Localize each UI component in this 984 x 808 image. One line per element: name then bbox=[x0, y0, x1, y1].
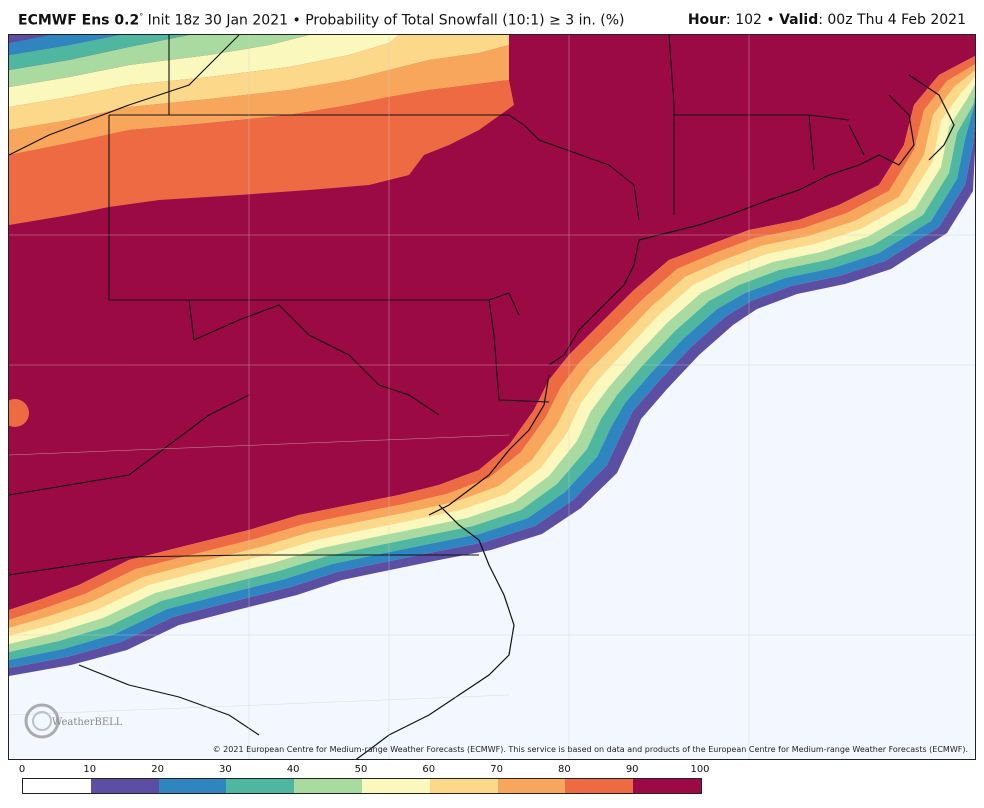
threshold: ≥ 3 in. (%) bbox=[549, 12, 625, 29]
nw-band-50-60 bbox=[9, 35, 399, 107]
snowfall-probability-map bbox=[9, 35, 975, 759]
legend-tick: 80 bbox=[558, 764, 571, 775]
legend-swatch bbox=[633, 779, 701, 793]
legend-tick: 50 bbox=[354, 764, 368, 775]
init-time: Init 18z 30 Jan 2021 bbox=[147, 12, 289, 29]
map-header: ECMWF Ens 0.2° Init 18z 30 Jan 2021 • Pr… bbox=[0, 0, 984, 34]
legend-tick: 10 bbox=[83, 764, 97, 775]
map-canvas bbox=[8, 34, 976, 760]
legend-swatch bbox=[565, 779, 634, 793]
valid-label: Valid bbox=[779, 12, 819, 28]
legend-swatch bbox=[361, 779, 430, 793]
legend-tick: 30 bbox=[219, 764, 232, 775]
legend-swatch bbox=[429, 779, 498, 793]
valid-info: Hour: 102 • Valid: 00z Thu 4 Feb 2021 bbox=[688, 12, 966, 28]
hour-label: Hour bbox=[687, 12, 727, 28]
nw-band-40-50 bbox=[9, 35, 309, 87]
state-boundaries bbox=[9, 35, 865, 736]
legend-swatch bbox=[226, 779, 295, 793]
logo-text: WeatherBELL bbox=[52, 717, 122, 728]
nw-band-70-80 bbox=[9, 45, 509, 155]
color-legend: 0 10 20 30 40 50 60 70 80 90 100 bbox=[18, 764, 710, 804]
legend-tick: 100 bbox=[690, 764, 710, 775]
degree-symbol: ° bbox=[139, 12, 144, 21]
nw-band-60-70 bbox=[9, 35, 509, 130]
valid-value: : 00z Thu 4 Feb 2021 bbox=[818, 12, 966, 28]
nw-band-80-90 bbox=[9, 80, 514, 225]
model-name: ECMWF Ens 0.2 bbox=[18, 12, 140, 29]
legend-swatch bbox=[90, 779, 159, 793]
coastline bbox=[355, 74, 955, 759]
legend-tick: 70 bbox=[490, 764, 503, 775]
legend-tick: 60 bbox=[422, 764, 436, 775]
legend-colorbar bbox=[22, 778, 702, 794]
hour-value: : 102 bbox=[726, 12, 762, 28]
legend-swatch bbox=[497, 779, 566, 793]
map-title: ECMWF Ens 0.2° Init 18z 30 Jan 2021 • Pr… bbox=[18, 12, 625, 29]
legend-swatch bbox=[158, 779, 227, 793]
legend-tick: 20 bbox=[151, 764, 164, 775]
valid-bullet: • bbox=[766, 12, 775, 28]
product-name: Probability of Total Snowfall (10:1) bbox=[305, 12, 545, 29]
nw-band-20-30 bbox=[9, 35, 119, 55]
county-boundaries bbox=[9, 35, 975, 759]
legend-swatch bbox=[294, 779, 362, 793]
nw-band-10-20 bbox=[9, 35, 49, 43]
weatherbell-logo: WeatherBELL bbox=[24, 703, 122, 739]
title-bullet: • bbox=[292, 12, 301, 29]
legend-tick: 90 bbox=[625, 764, 639, 775]
legend-tick: 40 bbox=[286, 764, 300, 775]
legend-swatch bbox=[23, 779, 91, 793]
nw-band-30-40 bbox=[9, 35, 189, 70]
copyright-notice: © 2021 European Centre for Medium-range … bbox=[212, 745, 968, 754]
wv-spot-80-90 bbox=[9, 399, 29, 427]
legend-ticks: 0 10 20 30 40 50 60 70 80 90 100 bbox=[18, 764, 710, 778]
legend-tick: 0 bbox=[18, 764, 26, 775]
